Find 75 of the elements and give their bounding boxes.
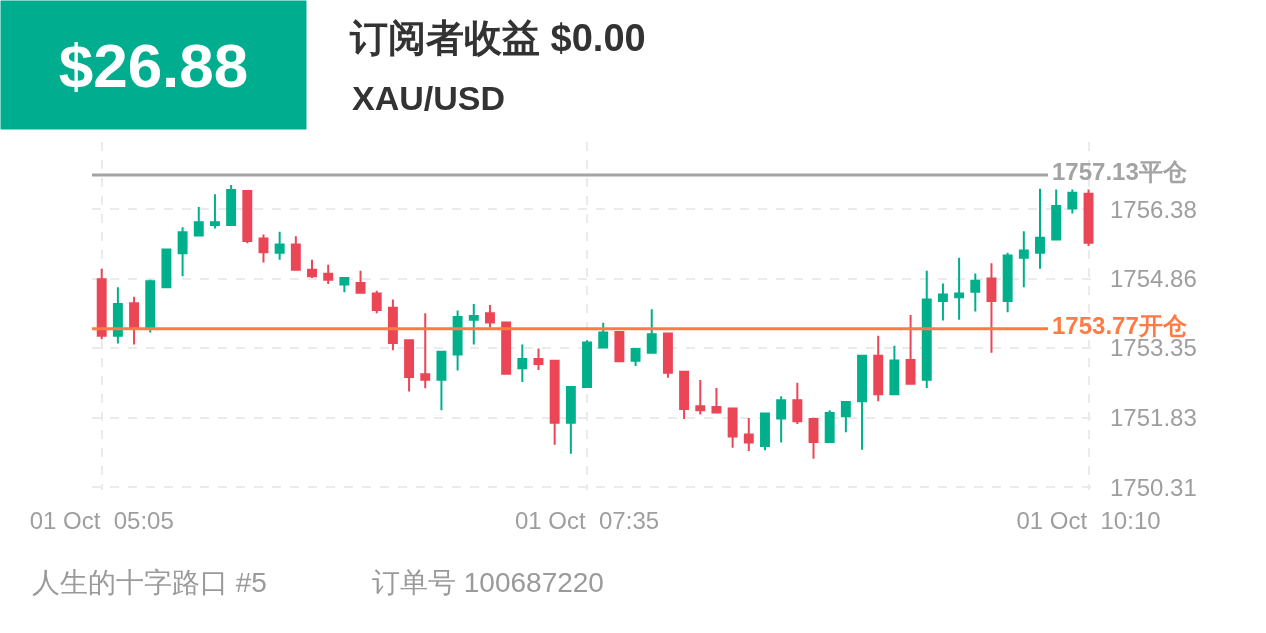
candlestick xyxy=(242,189,253,245)
candlestick xyxy=(792,381,803,426)
candlestick xyxy=(339,276,350,294)
candlestick xyxy=(970,272,981,313)
candlestick xyxy=(986,262,997,354)
candlestick xyxy=(743,417,754,453)
candlestick xyxy=(776,395,787,444)
candlestick xyxy=(824,409,835,443)
x-tick-label: 01 Oct 10:10 xyxy=(1016,507,1161,534)
candlestick xyxy=(290,235,301,271)
text: 人生的十字路口 #5 xyxy=(32,567,267,598)
candlestick xyxy=(695,379,706,416)
candlestick xyxy=(1018,230,1029,289)
candlestick xyxy=(630,347,641,367)
candlestick xyxy=(679,369,690,421)
candlestick xyxy=(905,314,916,386)
candlestick xyxy=(646,308,657,354)
x-tick-label: 01 Oct 07:35 xyxy=(514,507,660,534)
candlestick xyxy=(840,401,851,434)
candlestick xyxy=(193,206,204,237)
candlestick xyxy=(112,286,123,345)
text: 订单号 100687220 xyxy=(372,567,604,598)
candlestick xyxy=(404,339,415,393)
candlestick xyxy=(452,309,463,372)
candlestick xyxy=(420,312,431,390)
candlestick xyxy=(468,303,479,346)
candlestick xyxy=(598,321,609,349)
candlestick xyxy=(873,334,884,403)
candlestick xyxy=(857,354,868,451)
candlestick xyxy=(323,263,334,285)
candlestick xyxy=(937,282,948,322)
y-tick-label: 1754.86 xyxy=(1110,265,1197,293)
candlestick xyxy=(355,269,366,294)
chart-title: 订阅者收益 $0.00 xyxy=(349,17,646,60)
candlestick xyxy=(1051,188,1062,241)
candlestick xyxy=(485,304,495,329)
candlestick xyxy=(307,258,317,279)
candlestick xyxy=(549,359,560,446)
candlestick xyxy=(226,184,237,226)
candlestick xyxy=(889,344,900,396)
candlestick xyxy=(614,331,625,363)
candlestick xyxy=(1002,251,1013,314)
candlestick xyxy=(96,267,107,341)
candlestick xyxy=(129,295,140,346)
candlestick xyxy=(760,411,770,452)
candlestick xyxy=(954,256,965,321)
candlestick xyxy=(209,193,220,230)
chart-subtitle: XAU/USD xyxy=(352,79,506,117)
y-tick-label: 1751.83 xyxy=(1110,404,1197,432)
candlestick xyxy=(258,233,269,264)
candlestick xyxy=(161,248,172,290)
candlestick xyxy=(662,331,673,379)
y-tick-label: 1756.38 xyxy=(1110,195,1197,223)
candlestick xyxy=(1035,187,1045,270)
candlestick xyxy=(501,320,512,375)
candlestick xyxy=(387,298,398,352)
candlestick xyxy=(436,350,447,412)
candlestick xyxy=(274,230,285,261)
candlestick xyxy=(145,278,156,334)
ref-line-label: 1757.13平仓 xyxy=(1052,158,1188,185)
candlestick xyxy=(533,347,544,372)
candlestick xyxy=(1067,188,1078,215)
candlestick xyxy=(565,385,576,455)
candlestick xyxy=(727,407,738,449)
x-tick-label: 01 Oct 05:05 xyxy=(29,507,174,534)
candlestick xyxy=(371,289,382,315)
candlestick xyxy=(1083,188,1094,247)
candlestick xyxy=(711,386,722,414)
text: $26.88 xyxy=(58,30,249,100)
candlestick xyxy=(921,269,932,389)
candlestick xyxy=(517,343,528,383)
candlestick xyxy=(808,416,819,460)
candlestick xyxy=(177,226,188,278)
y-tick-label: 1750.31 xyxy=(1110,473,1197,501)
candlestick xyxy=(582,339,592,388)
